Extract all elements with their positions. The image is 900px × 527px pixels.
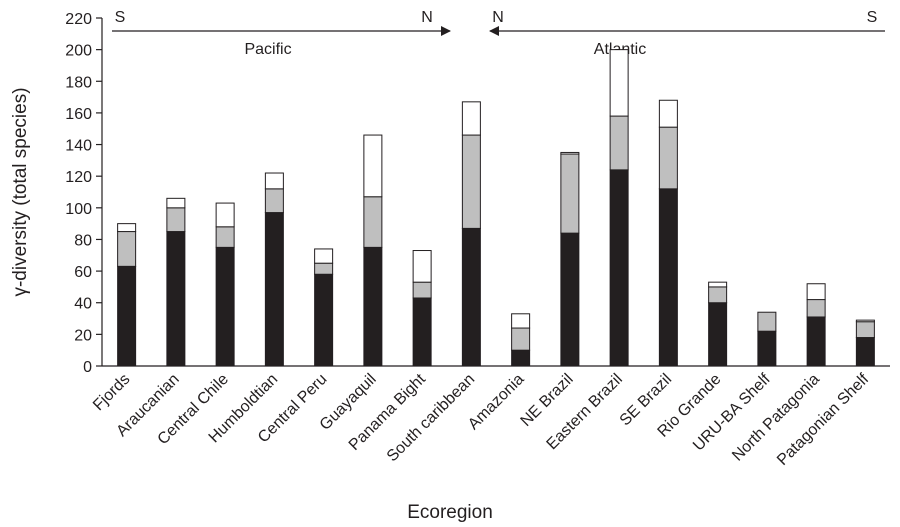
annotation: S <box>115 9 126 26</box>
bar <box>264 172 284 190</box>
y-tick-label: 100 <box>65 201 92 218</box>
bar <box>560 232 580 367</box>
bar <box>166 231 186 367</box>
bar <box>855 337 875 367</box>
bar <box>461 134 481 229</box>
bar <box>166 197 186 209</box>
bar <box>757 330 777 367</box>
y-tick-label: 200 <box>65 43 92 60</box>
y-tick-label: 20 <box>74 327 92 344</box>
bar <box>708 281 728 288</box>
x-tick-label: South caribbean <box>384 371 478 465</box>
bar <box>609 169 629 367</box>
bar <box>806 316 826 367</box>
bar <box>806 283 826 301</box>
bar <box>461 227 481 367</box>
bar <box>855 321 875 339</box>
bar <box>314 248 334 264</box>
bar <box>215 246 235 367</box>
bar <box>117 223 137 233</box>
bar <box>560 153 580 234</box>
x-axis-label: Ecoregion <box>407 502 493 523</box>
annotation: N <box>421 9 433 26</box>
y-tick-label: 0 <box>83 359 92 376</box>
bar <box>511 327 531 351</box>
y-tick-label: 160 <box>65 106 92 123</box>
bar <box>117 231 137 267</box>
bar <box>215 202 235 228</box>
bar <box>511 349 531 367</box>
y-tick-label: 60 <box>74 264 92 281</box>
bar <box>264 188 284 214</box>
bar <box>658 126 678 190</box>
bar <box>314 262 334 275</box>
bar <box>609 49 629 117</box>
x-tick-label: North Patagonia <box>729 371 823 465</box>
y-tick-label: 80 <box>74 232 92 249</box>
bar <box>314 273 334 367</box>
bar <box>215 226 235 248</box>
bar <box>609 115 629 171</box>
bar <box>363 196 383 248</box>
bar <box>461 101 481 136</box>
annotation: S <box>867 9 878 26</box>
bar <box>658 99 678 128</box>
bar <box>117 265 137 367</box>
bar <box>363 134 383 198</box>
bar <box>806 299 826 318</box>
bar <box>412 281 432 299</box>
y-tick-label: 180 <box>65 74 92 91</box>
bar <box>560 151 580 155</box>
y-tick-label: 220 <box>65 11 92 28</box>
y-axis-label: γ-diversity (total species) <box>10 87 31 296</box>
bar <box>708 286 728 304</box>
bar <box>855 319 875 323</box>
annotation: Pacific <box>244 41 291 58</box>
bar <box>264 212 284 367</box>
bar <box>363 246 383 367</box>
bar <box>757 311 777 332</box>
bar <box>658 188 678 367</box>
y-tick-label: 140 <box>65 138 92 155</box>
bar <box>412 297 432 367</box>
x-tick-label: Patagonian Shelf <box>774 370 873 469</box>
bar <box>708 302 728 367</box>
y-tick-label: 40 <box>74 296 92 313</box>
x-tick-label: Fjords <box>90 371 133 414</box>
bar <box>511 313 531 329</box>
bar <box>166 207 186 233</box>
y-tick-label: 120 <box>65 169 92 186</box>
bar <box>412 250 432 283</box>
annotation: N <box>492 9 504 26</box>
